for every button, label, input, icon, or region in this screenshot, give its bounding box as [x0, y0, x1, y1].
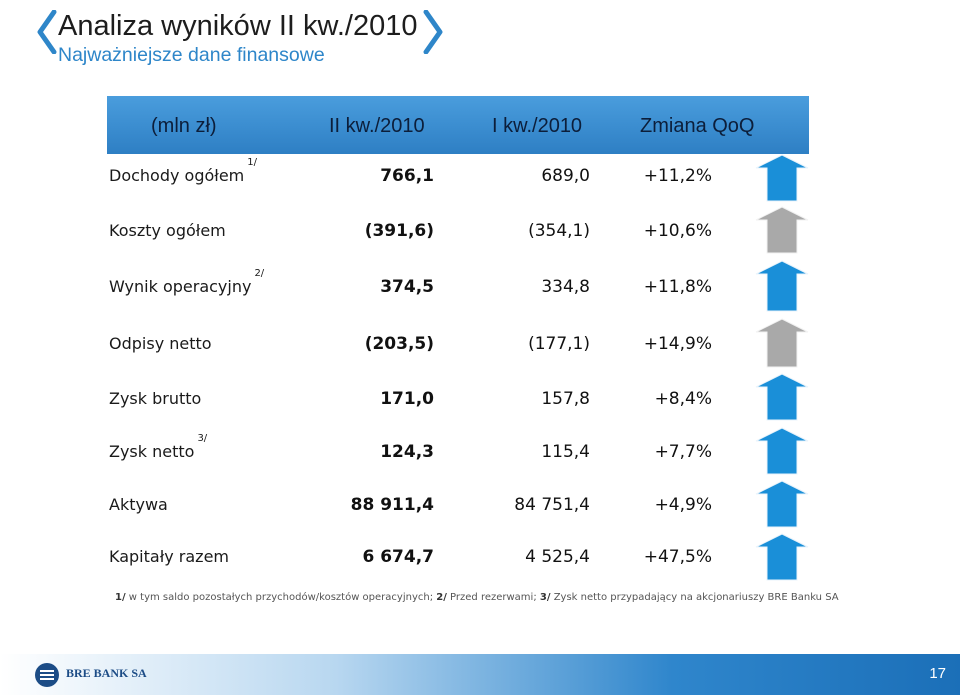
slide-subtitle: Najważniejsze dane finansowe	[58, 44, 325, 66]
table-row: Kapitały razem 6 674,7 4 525,4 +47,5%	[107, 547, 809, 577]
header-unit: (mln zł)	[151, 115, 217, 137]
row-label: Wynik operacyjny2/	[109, 267, 265, 296]
row-label: Odpisy netto	[109, 334, 212, 353]
value-previous: 334,8	[541, 277, 590, 297]
value-change: +11,2%	[643, 166, 712, 186]
table-row: Wynik operacyjny2/ 374,5 334,8 +11,8%	[107, 267, 809, 307]
value-previous: 4 525,4	[525, 547, 590, 567]
row-label: Koszty ogółem	[109, 221, 226, 240]
value-change: +7,7%	[654, 442, 712, 462]
trend-up-arrow-icon	[755, 206, 809, 254]
trend-up-arrow-icon	[755, 318, 809, 368]
value-change: +47,5%	[643, 547, 712, 567]
row-label: Zysk brutto	[109, 389, 202, 408]
slide-title: Analiza wyników II kw./2010	[58, 10, 418, 42]
value-change: +8,4%	[654, 389, 712, 409]
trend-up-arrow-icon	[755, 427, 809, 475]
footnote: 1/ w tym saldo pozostałych przychodów/ko…	[115, 592, 839, 603]
value-change: +11,8%	[643, 277, 712, 297]
bank-logo-icon	[35, 663, 59, 687]
value-previous: 84 751,4	[514, 495, 590, 515]
header-current-quarter: II kw./2010	[329, 115, 425, 137]
trend-up-arrow-icon	[755, 154, 809, 202]
value-change: +4,9%	[654, 495, 712, 515]
trend-up-arrow-icon	[755, 260, 809, 312]
header-previous-quarter: I kw./2010	[492, 115, 583, 137]
value-change: +14,9%	[643, 334, 712, 354]
footnote-marker: 2/	[254, 267, 265, 279]
table-header: (mln zł) II kw./2010 I kw./2010 Zmiana Q…	[107, 96, 809, 154]
row-label: Zysk netto3/	[109, 432, 208, 461]
page-number: 17	[929, 665, 946, 682]
value-current: 171,0	[380, 389, 434, 409]
value-current: 374,5	[380, 277, 434, 297]
footer-band: BRE BANK SA 17	[0, 654, 960, 695]
value-current: 124,3	[380, 442, 434, 462]
value-current: (391,6)	[364, 221, 434, 241]
trend-up-arrow-icon	[755, 533, 809, 581]
value-previous: 157,8	[541, 389, 590, 409]
value-previous: 115,4	[541, 442, 590, 462]
trend-up-arrow-icon	[755, 373, 809, 421]
header-change-qoq: Zmiana QoQ	[640, 115, 755, 137]
value-previous: (177,1)	[528, 334, 590, 354]
table-row: Aktywa 88 911,4 84 751,4 +4,9%	[107, 495, 809, 525]
row-label: Kapitały razem	[109, 547, 230, 566]
footnote-marker: 1/	[247, 156, 257, 168]
value-current: 766,1	[380, 166, 434, 186]
table-row: Odpisy netto (203,5) (177,1) +14,9%	[107, 334, 809, 364]
row-label: Dochody ogółem1/	[109, 156, 257, 185]
value-current: 6 674,7	[362, 547, 434, 567]
table-row: Zysk netto3/ 124,3 115,4 +7,7%	[107, 432, 809, 472]
trend-up-arrow-icon	[755, 480, 809, 528]
bank-name: BRE BANK SA	[66, 666, 147, 680]
row-label: Aktywa	[109, 495, 168, 514]
table-row: Zysk brutto 171,0 157,8 +8,4%	[107, 389, 809, 419]
table-row: Dochody ogółem1/ 766,1 689,0 +11,2%	[107, 156, 809, 196]
value-previous: 689,0	[541, 166, 590, 186]
table-row: Koszty ogółem (391,6) (354,1) +10,6%	[107, 221, 809, 251]
chevron-right-icon	[423, 10, 443, 54]
value-current: 88 911,4	[350, 495, 434, 515]
value-previous: (354,1)	[528, 221, 590, 241]
footnote-marker: 3/	[197, 432, 208, 444]
value-current: (203,5)	[364, 334, 434, 354]
chevron-left-icon	[37, 10, 57, 54]
value-change: +10,6%	[643, 221, 712, 241]
